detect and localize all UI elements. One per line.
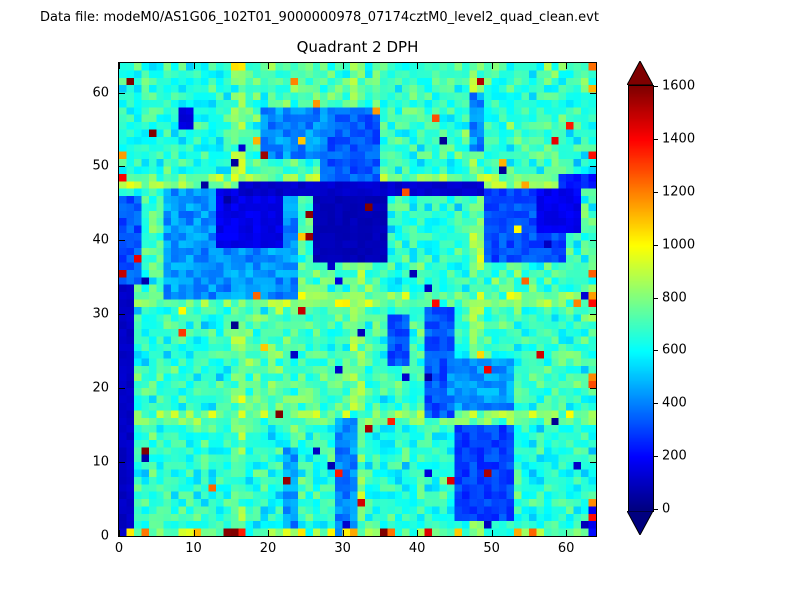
y-tick-mark xyxy=(590,92,596,94)
y-tick-mark xyxy=(590,388,596,390)
colorbar-tick-label: 1000 xyxy=(662,237,696,253)
x-tick-label: 50 xyxy=(483,541,500,556)
plot-title: Quadrant 2 DPH xyxy=(296,38,419,56)
colorbar-tick-label: 1200 xyxy=(662,184,696,200)
heatmap-canvas xyxy=(119,63,596,536)
y-tick-mark xyxy=(590,462,596,464)
x-tick-label: 10 xyxy=(185,541,202,556)
x-tick-mark xyxy=(193,530,195,536)
colorbar-over-arrow-icon xyxy=(627,61,653,85)
y-tick-mark xyxy=(119,92,125,94)
y-tick-mark xyxy=(119,166,125,168)
x-tick-mark xyxy=(566,530,568,536)
x-tick-mark xyxy=(417,63,419,69)
colorbar-tick-mark xyxy=(654,138,658,140)
x-tick-label: 30 xyxy=(334,541,351,556)
y-tick-mark xyxy=(119,388,125,390)
colorbar-tick-label: 1400 xyxy=(662,131,696,147)
colorbar xyxy=(628,85,654,512)
y-tick-mark xyxy=(119,314,125,316)
y-tick-mark xyxy=(590,536,596,537)
x-tick-label: 40 xyxy=(408,541,426,556)
colorbar-tick-label: 800 xyxy=(662,290,687,305)
x-tick-mark xyxy=(268,63,270,69)
x-tick-mark xyxy=(417,530,419,536)
x-tick-mark xyxy=(119,530,120,536)
y-tick-label: 10 xyxy=(92,454,109,470)
colorbar-tick-label: 1600 xyxy=(662,78,696,94)
colorbar-tick-mark xyxy=(654,350,658,352)
datafile-label: Data file: modeM0/AS1G06_102T01_90000009… xyxy=(40,10,599,25)
y-tick-mark xyxy=(119,536,125,537)
y-tick-mark xyxy=(590,240,596,242)
y-tick-mark xyxy=(590,314,596,316)
colorbar-canvas xyxy=(629,86,653,511)
colorbar-tick-mark xyxy=(654,191,658,193)
colorbar-tick-mark xyxy=(654,297,658,299)
x-tick-mark xyxy=(119,63,120,69)
colorbar-tick-mark xyxy=(654,456,658,458)
x-tick-label: 60 xyxy=(557,541,575,556)
colorbar-tick-mark xyxy=(654,86,658,87)
y-tick-mark xyxy=(590,166,596,168)
y-tick-label: 20 xyxy=(92,380,109,396)
y-tick-label: 60 xyxy=(92,85,109,101)
colorbar-tick-mark xyxy=(654,244,658,246)
x-tick-label: 0 xyxy=(114,541,124,556)
x-tick-mark xyxy=(566,63,568,69)
x-tick-label: 20 xyxy=(259,541,277,556)
colorbar-under-arrow-icon xyxy=(627,511,653,535)
x-tick-mark xyxy=(342,63,344,69)
colorbar-tick-label: 600 xyxy=(662,342,687,358)
y-tick-label: 0 xyxy=(100,528,109,544)
x-tick-mark xyxy=(491,530,493,536)
colorbar-tick-label: 200 xyxy=(662,448,687,464)
y-tick-mark xyxy=(119,240,125,242)
x-tick-mark xyxy=(491,63,493,69)
colorbar-tick-label: 400 xyxy=(662,395,687,411)
plot-area xyxy=(118,62,597,537)
y-tick-label: 50 xyxy=(92,158,109,174)
x-tick-mark xyxy=(193,63,195,69)
x-tick-mark xyxy=(268,530,270,536)
y-tick-label: 30 xyxy=(92,306,109,322)
colorbar-tick-label: 0 xyxy=(662,501,671,517)
colorbar-tick-mark xyxy=(654,509,658,510)
y-tick-label: 40 xyxy=(92,232,109,248)
colorbar-tick-mark xyxy=(654,403,658,405)
y-tick-mark xyxy=(119,462,125,464)
x-tick-mark xyxy=(342,530,344,536)
